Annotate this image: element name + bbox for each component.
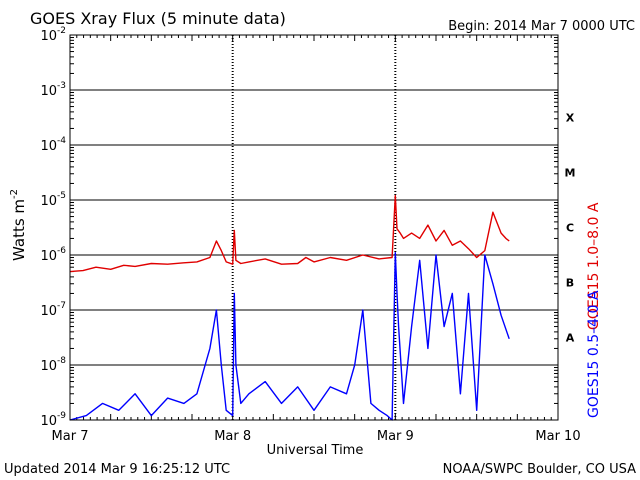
y-tick-label: 10-6 [40, 246, 66, 264]
x-tick-label: Mar 8 [214, 429, 251, 444]
x-axis-label: Universal Time [267, 443, 364, 458]
y-tick-label: 10-3 [40, 81, 66, 99]
y-tick-label: 10-8 [40, 356, 66, 374]
flare-class-label: M [565, 167, 576, 180]
y-tick-exponent: -7 [57, 301, 66, 311]
y-tick-base: 10 [40, 249, 57, 264]
y-tick-base: 10 [40, 359, 57, 374]
y-tick-base: 10 [40, 194, 57, 209]
chart-title: GOES Xray Flux (5 minute data) [30, 9, 286, 28]
y-tick-label: 10-4 [40, 136, 66, 154]
y-tick-exponent: -9 [57, 411, 66, 421]
credit-label: NOAA/SWPC Boulder, CO USA [443, 462, 636, 477]
updated-label: Updated 2014 Mar 9 16:25:12 UTC [4, 462, 230, 477]
x-tick-label: Mar 7 [52, 429, 89, 444]
x-tick-labels: Mar 7 Mar 8 Mar 9 Mar 10 [52, 429, 581, 444]
y-tick-label: 10-7 [40, 301, 66, 319]
y-axis-label-group: Watts m-2 [9, 189, 28, 261]
y-tick-base: 10 [40, 139, 57, 154]
y-tick-base: 10 [40, 304, 57, 319]
y-tick-base: 10 [40, 29, 57, 44]
flare-class-label: C [566, 222, 574, 235]
flare-class-label: B [566, 277, 574, 290]
plot-frame [69, 34, 559, 421]
y-tick-exponent: -2 [57, 26, 66, 36]
y-tick-label: 10-9 [40, 411, 66, 429]
x-tick-label: Mar 9 [377, 429, 414, 444]
y-tick-labels: 10-910-810-710-610-510-410-310-2 [40, 26, 66, 429]
y-tick-exponent: -5 [57, 191, 66, 201]
y-tick-base: 10 [40, 84, 57, 99]
y-tick-exponent: -4 [57, 136, 66, 146]
x-tick-label: Mar 10 [535, 429, 580, 444]
grid-lines [70, 35, 558, 420]
y-tick-base: 10 [40, 414, 57, 429]
y-axis-label-superscript: -2 [9, 189, 20, 199]
y-tick-exponent: -6 [57, 246, 66, 256]
data-series [69, 194, 510, 421]
long-series-axis-label-group: GOES15 1.0–8.0 A [586, 202, 602, 330]
y-tick-exponent: -3 [57, 81, 66, 91]
short-series-axis-label-group: GOES15 0.5–4.0 A [586, 290, 602, 418]
y-tick-label: 10-2 [40, 26, 66, 44]
flare-class-labels: A B C M X [565, 112, 576, 345]
series-line-short [69, 251, 510, 421]
y-tick-exponent: -8 [57, 356, 66, 366]
long-series-axis-label: GOES15 1.0–8.0 A [586, 202, 602, 330]
flare-class-label: A [566, 332, 575, 345]
short-series-axis-label: GOES15 0.5–4.0 A [586, 290, 602, 418]
series-line-long [69, 194, 510, 273]
y-tick-label: 10-5 [40, 191, 66, 209]
flare-class-label: X [566, 112, 575, 125]
y-axis-label-text: Watts m [10, 199, 28, 261]
begin-label: Begin: 2014 Mar 7 0000 UTC [448, 19, 635, 34]
y-axis-label: Watts m-2 [9, 189, 28, 261]
